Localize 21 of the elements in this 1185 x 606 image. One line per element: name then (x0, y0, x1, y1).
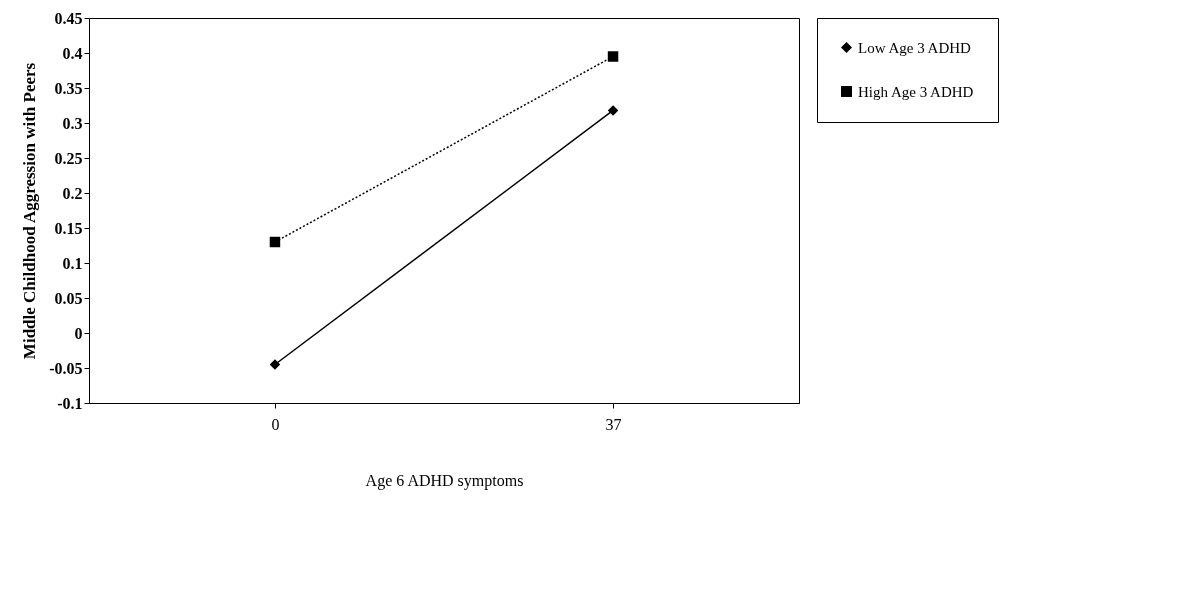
y-tick-label: -0.05 (49, 359, 83, 377)
point (607, 51, 619, 62)
y-tick-label: 0.45 (54, 9, 83, 27)
y-tick-label: 0.2 (62, 184, 83, 202)
y-axis-title: Middle Childhood Aggression with Peers (20, 62, 40, 360)
legend-label: High Age 3 ADHD (858, 83, 974, 100)
y-tick-label: 0 (74, 324, 83, 342)
legend-label: Low Age 3 ADHD (858, 39, 972, 56)
y-tick-label: 0.3 (62, 114, 83, 132)
y-tick-label: 0.35 (54, 79, 83, 97)
y-tick-label: -0.1 (57, 394, 83, 412)
point (269, 236, 281, 248)
y-tick-label: 0.25 (54, 149, 83, 167)
y-tick-label: 0.4 (62, 44, 83, 62)
point (607, 105, 619, 116)
y-tick-label: 0.05 (54, 289, 83, 307)
y-tick-label: 0.1 (62, 254, 83, 272)
x-axis-title: Age 6 ADHD symptoms (365, 471, 524, 490)
y-tick-label: 0.15 (54, 219, 83, 237)
x-tick-label: 37 (605, 415, 622, 433)
point (269, 359, 281, 370)
